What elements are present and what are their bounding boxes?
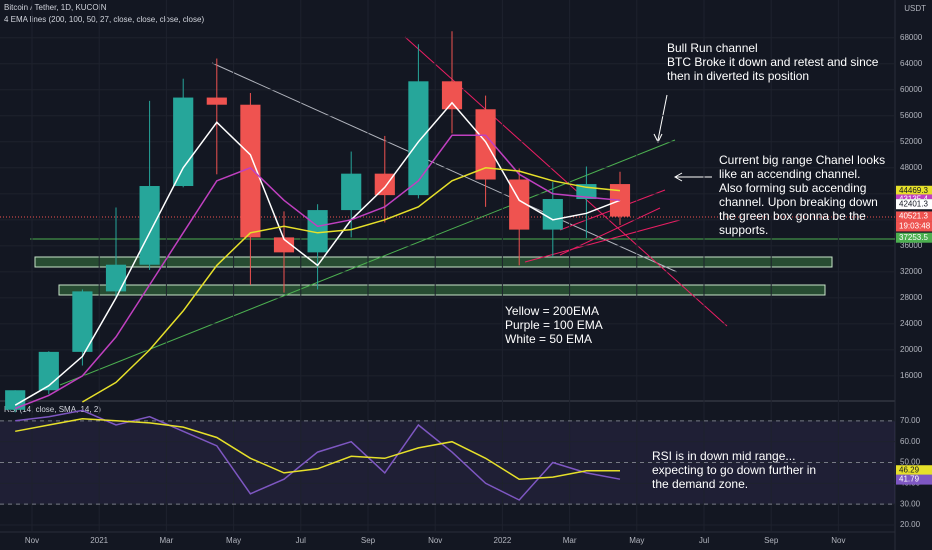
- candle-body: [206, 97, 227, 105]
- series-line: [15, 418, 620, 480]
- annotation: then in diverted its position: [667, 69, 809, 83]
- annotation: the green box gonna be the: [719, 209, 866, 223]
- y-tick-label: 70.00: [900, 416, 921, 425]
- support-box: [34, 256, 833, 268]
- annotation: Purple = 100 EMA: [505, 318, 603, 332]
- candle-body: [307, 210, 328, 253]
- y-tick-label: 32000: [900, 267, 923, 276]
- price-tag-label: 42401.3: [899, 199, 928, 208]
- x-tick-label: Nov: [831, 536, 845, 545]
- price-tag: [896, 465, 932, 476]
- countdown: 19:03:48: [899, 222, 931, 231]
- series-line: [14, 134, 621, 410]
- y-tick-label: 20000: [900, 345, 923, 354]
- annotation: Also forming sub accending: [719, 181, 866, 195]
- annotation: Yellow = 200EMA: [505, 304, 599, 318]
- price-tag: [896, 211, 932, 222]
- candle-body: [139, 186, 160, 265]
- candle-body: [38, 351, 59, 391]
- y-tick-label: 60000: [900, 85, 923, 94]
- x-tick-label: May: [226, 536, 241, 545]
- y-tick-label: 52000: [900, 137, 923, 146]
- countdown-tag: [896, 221, 932, 232]
- candle-body: [273, 237, 295, 253]
- annotation: White = 50 EMA: [505, 332, 592, 346]
- candle-body: [240, 104, 261, 238]
- x-tick-label: Jul: [699, 536, 709, 545]
- y-tick-label: 56000: [900, 111, 923, 120]
- annotation: Current big range Chanel looks: [719, 153, 885, 167]
- y-tick-label: 64000: [900, 59, 923, 68]
- candle-body: [475, 109, 496, 180]
- price-tag: [896, 199, 932, 210]
- trend-line: [559, 207, 661, 256]
- candle-body: [542, 199, 563, 230]
- annotation: like an accending channel.: [719, 167, 860, 181]
- y-tick-label: 16000: [900, 371, 923, 380]
- x-tick-label: Nov: [428, 536, 442, 545]
- y-tick-label: 48000: [900, 163, 923, 172]
- x-tick-label: Sep: [361, 536, 376, 545]
- candle-body: [105, 264, 127, 292]
- x-tick-label: Nov: [25, 536, 39, 545]
- x-tick-label: Mar: [563, 536, 577, 545]
- price-tag: [896, 232, 932, 243]
- price-tag-label: 46.29: [899, 465, 920, 474]
- price-tag-label: 44469.3: [899, 186, 928, 195]
- annotation: expecting to go down further in: [652, 463, 816, 477]
- x-tick-label: 2022: [494, 536, 512, 545]
- y-tick-label: 24000: [900, 319, 923, 328]
- annotation: RSI is in down mid range...: [652, 449, 795, 463]
- annotation: supports.: [719, 223, 768, 237]
- annotation: BTC Broke it down and retest and since: [667, 55, 879, 69]
- series-line: [15, 409, 621, 501]
- x-tick-label: Mar: [160, 536, 174, 545]
- y-tick-label: 50.00: [900, 458, 921, 467]
- candle-body: [441, 81, 463, 110]
- price-tag-label: 40521.3: [899, 212, 928, 221]
- rsi-title: RSI (14, close, SMA, 14, 2): [4, 405, 101, 414]
- price-tag-label: 41.79: [899, 475, 920, 484]
- series-line: [82, 167, 621, 403]
- symbol-title: Bitcoin / Tether, 1D, KUCOIN: [4, 3, 107, 12]
- annotation: channel. Upon breaking down: [719, 195, 878, 209]
- currency: USDT: [904, 4, 926, 13]
- x-tick-label: Jul: [296, 536, 306, 545]
- series-line: [14, 101, 621, 406]
- candle-body: [341, 173, 362, 211]
- trend-line: [524, 219, 681, 263]
- support-box: [58, 284, 826, 296]
- y-tick-label: 28000: [900, 293, 923, 302]
- x-tick-label: May: [629, 536, 644, 545]
- arrow-head: [673, 172, 683, 182]
- x-tick-label: Sep: [764, 536, 779, 545]
- y-tick-label: 20.00: [900, 520, 921, 529]
- candle-body: [5, 390, 26, 410]
- arrow: [657, 94, 668, 141]
- annotation: the demand zone.: [652, 477, 748, 491]
- candle-body: [173, 97, 194, 187]
- indicator-title: 4 EMA lines (200, 100, 50, 27, close, cl…: [4, 15, 204, 24]
- y-tick-label: 30.00: [900, 499, 921, 508]
- price-tag: [896, 474, 932, 485]
- y-tick-label: 36000: [900, 241, 923, 250]
- candle-body: [72, 291, 93, 352]
- candle-body: [408, 81, 429, 196]
- x-tick-label: 2021: [90, 536, 108, 545]
- price-tag-label: 37253.5: [899, 233, 928, 242]
- price-tag: [896, 185, 932, 196]
- y-tick-label: 60.00: [900, 437, 921, 446]
- y-tick-label: 68000: [900, 33, 923, 42]
- annotation: Bull Run channel: [667, 41, 758, 55]
- candle-body: [374, 173, 395, 196]
